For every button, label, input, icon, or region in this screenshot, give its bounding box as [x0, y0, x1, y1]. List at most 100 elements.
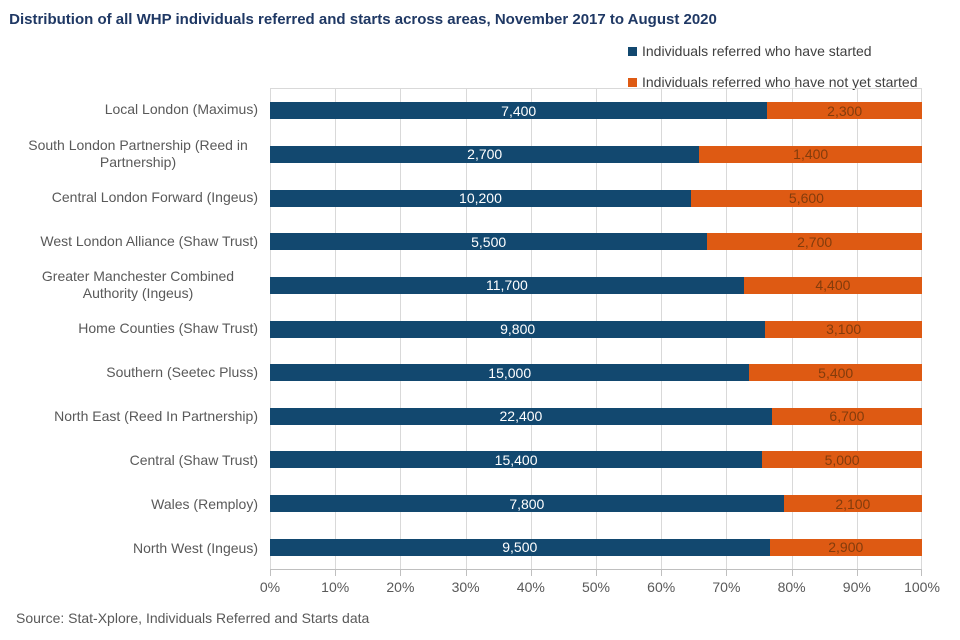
- legend-item-not-started: Individuals referred who have not yet st…: [628, 74, 918, 90]
- legend-label-not-started: Individuals referred who have not yet st…: [642, 74, 918, 90]
- chart-row: 22,400 6,700: [270, 394, 922, 438]
- bar-segment-not-started: 5,400: [749, 364, 922, 382]
- chart-row: 2,700 1,400: [270, 133, 922, 177]
- category-label: Southern (Seetec Pluss): [0, 351, 258, 395]
- x-axis-tick-label: 60%: [647, 579, 676, 595]
- chart-row: 15,400 5,000: [270, 438, 922, 482]
- chart-rows: 7,400 2,300 2,700 1,400 10,200 5,600 5,500 2,70…: [270, 89, 922, 569]
- plot-area: 7,400 2,300 2,700 1,400 10,200 5,600 5,500 2,70…: [270, 88, 922, 570]
- legend-swatch-started-icon: [628, 46, 637, 56]
- x-axis-tick-label: 70%: [712, 579, 741, 595]
- bar-segment-started: 11,700: [270, 276, 744, 294]
- legend: Individuals referred who have started In…: [628, 43, 918, 90]
- x-axis-tick-label: 90%: [842, 579, 871, 595]
- category-label-text: Local London (Maximus): [104, 101, 258, 118]
- bar-segment-not-started: 6,700: [771, 407, 922, 425]
- x-axis-tick: [465, 570, 467, 576]
- legend-item-started: Individuals referred who have started: [628, 43, 918, 59]
- stacked-bar: 11,700 4,400: [270, 276, 922, 294]
- x-axis-tick: [270, 570, 271, 576]
- bar-segment-not-started: 5,600: [690, 189, 922, 207]
- category-label-text: West London Alliance (Shaw Trust): [40, 232, 258, 249]
- stacked-bar: 9,500 2,900: [270, 538, 922, 556]
- bar-segment-started: 10,200: [270, 189, 691, 207]
- stacked-bar: 10,200 5,600: [270, 189, 922, 207]
- stacked-bar: 2,700 1,400: [270, 145, 922, 163]
- category-label: Central London Forward (Ingeus): [0, 176, 258, 220]
- stacked-bar: 9,800 3,100: [270, 320, 922, 338]
- bar-segment-not-started: 2,300: [767, 102, 922, 120]
- legend-swatch-not-started-icon: [628, 77, 637, 87]
- x-axis-tick: [335, 570, 337, 576]
- source-note: Source: Stat-Xplore, Individuals Referre…: [16, 610, 370, 626]
- chart-title: Distribution of all WHP individuals refe…: [9, 11, 717, 28]
- category-label: North East (Reed In Partnership): [0, 395, 258, 439]
- x-axis-tick: [400, 570, 402, 576]
- category-label: Greater Manchester Combined Authority (I…: [0, 263, 258, 307]
- stacked-bar: 7,400 2,300: [270, 102, 922, 120]
- x-axis-tick-label: 50%: [581, 579, 611, 595]
- bar-segment-started: 9,800: [270, 320, 766, 338]
- chart-row: 15,000 5,400: [270, 351, 922, 395]
- stacked-bar: 5,500 2,700: [270, 233, 922, 251]
- bar-segment-started: 7,400: [270, 102, 768, 120]
- category-label-text: South London Partnership (Reed in Partne…: [28, 136, 248, 170]
- x-axis-tick-label: 10%: [321, 579, 350, 595]
- bar-segment-started: 5,500: [270, 233, 708, 251]
- category-label: Central (Shaw Trust): [0, 439, 258, 483]
- category-label-text: Southern (Seetec Pluss): [106, 364, 258, 381]
- x-axis: 0% 10% 20% 30% 40% 50% 60% 70% 80% 90% 100%: [260, 570, 940, 600]
- category-label-text: Central (Shaw Trust): [129, 451, 258, 468]
- x-axis-tick: [856, 570, 858, 576]
- chart-row: 9,500 2,900: [270, 525, 922, 569]
- bar-segment-not-started: 2,700: [707, 233, 922, 251]
- bar-segment-not-started: 4,400: [743, 276, 922, 294]
- bar-segment-not-started: 5,000: [762, 451, 922, 469]
- chart-row: 10,200 5,600: [270, 176, 922, 220]
- category-label: Home Counties (Shaw Trust): [0, 307, 258, 351]
- x-axis-tick: [596, 570, 597, 576]
- x-axis-tick-label: 80%: [777, 579, 806, 595]
- category-axis-labels: Local London (Maximus) South London Partn…: [0, 88, 258, 570]
- chart-row: 11,700 4,400: [270, 264, 922, 308]
- bar-segment-started: 2,700: [270, 145, 700, 163]
- bar-segment-started: 15,000: [270, 364, 750, 382]
- category-label-text: North East (Reed In Partnership): [54, 408, 258, 425]
- x-axis-tick: [921, 570, 922, 576]
- category-label: North West (Ingeus): [0, 526, 258, 570]
- bar-segment-started: 22,400: [270, 407, 772, 425]
- stacked-bar: 7,800 2,100: [270, 495, 922, 513]
- stacked-bar: 22,400 6,700: [270, 407, 922, 425]
- category-label: Local London (Maximus): [0, 88, 258, 132]
- bar-segment-not-started: 2,900: [769, 538, 922, 556]
- bar-segment-started: 7,800: [270, 495, 784, 513]
- x-axis-tick: [726, 570, 728, 576]
- category-label-text: Central London Forward (Ingeus): [51, 189, 258, 206]
- category-label-text: North West (Ingeus): [132, 539, 258, 556]
- category-label: West London Alliance (Shaw Trust): [0, 219, 258, 263]
- legend-label-started: Individuals referred who have started: [642, 43, 872, 59]
- chart-row: 5,500 2,700: [270, 220, 922, 264]
- chart-row: 9,800 3,100: [270, 307, 922, 351]
- bar-segment-started: 15,400: [270, 451, 763, 469]
- bar-segment-not-started: 1,400: [699, 145, 922, 163]
- category-label-text: Wales (Remploy): [151, 495, 258, 512]
- bar-segment-started: 9,500: [270, 538, 770, 556]
- x-axis-tick-label: 20%: [386, 579, 415, 595]
- category-label: Wales (Remploy): [0, 482, 258, 526]
- x-axis-tick: [530, 570, 532, 576]
- category-label: South London Partnership (Reed in Partne…: [0, 132, 258, 176]
- bar-segment-not-started: 2,100: [783, 495, 922, 513]
- x-axis-tick: [661, 570, 663, 576]
- stacked-bar: 15,400 5,000: [270, 451, 922, 469]
- x-axis-tick: [791, 570, 793, 576]
- category-label-text: Home Counties (Shaw Trust): [78, 320, 258, 337]
- x-axis-tick-label: 30%: [451, 579, 480, 595]
- stacked-bar: 15,000 5,400: [270, 364, 922, 382]
- chart-row: 7,800 2,100: [270, 482, 922, 526]
- bar-segment-not-started: 3,100: [765, 320, 922, 338]
- chart-row: 7,400 2,300: [270, 89, 922, 133]
- x-axis-tick-label: 100%: [904, 579, 940, 595]
- category-label-text: Greater Manchester Combined Authority (I…: [41, 268, 235, 302]
